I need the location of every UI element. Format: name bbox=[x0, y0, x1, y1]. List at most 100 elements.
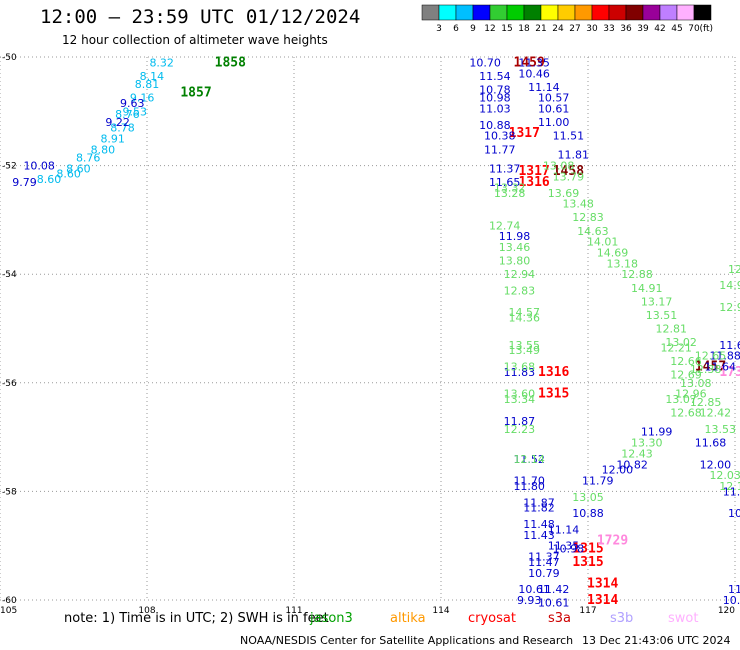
colorbar-tick-label: 30 bbox=[586, 24, 598, 34]
wave-height-point: 11.03 bbox=[479, 103, 511, 116]
colorbar-swatch bbox=[659, 4, 678, 21]
wave-height-point: 11.51 bbox=[553, 130, 585, 143]
colorbar-swatch bbox=[625, 4, 644, 21]
wave-height-point: 13.48 bbox=[562, 198, 594, 211]
colorbar-swatch bbox=[574, 4, 593, 21]
colorbar-swatch bbox=[472, 4, 491, 21]
wave-height-point: 14.92 bbox=[719, 279, 740, 292]
wave-height-point: 14.69 bbox=[597, 246, 629, 259]
wave-height-point: 9.16 bbox=[130, 92, 155, 105]
wave-height-point: 13.32 bbox=[494, 181, 526, 194]
wave-height-point: 10.78 bbox=[479, 84, 511, 97]
x-tick-label: 105 bbox=[0, 606, 17, 616]
footer-timestamp: 13 Dec 21:43:06 UTC 2024 bbox=[582, 634, 731, 647]
colorbar-swatch bbox=[438, 4, 457, 21]
wave-height-point: 12.23 bbox=[504, 423, 536, 436]
wave-height-point: 10.98 bbox=[479, 92, 511, 105]
wave-height-point: 11.52 bbox=[513, 453, 545, 466]
track-time-label: 1314 bbox=[587, 577, 618, 592]
data-points: 8.608.608.608.768.808.918.788.769.539.16… bbox=[12, 55, 740, 609]
track-time-label: 1317 bbox=[518, 164, 549, 179]
wave-height-point: 13.08 bbox=[543, 160, 575, 173]
x-tick-label: 108 bbox=[138, 606, 155, 616]
wave-height-point: 13.05 bbox=[572, 491, 604, 504]
wave-height-point: 10.38 bbox=[484, 130, 516, 143]
axis-ticks: 105 108 111 114 117 120 -50 -52 -54 -56 -58 -60 bbox=[0, 53, 735, 616]
wave-height-point: 10.79 bbox=[528, 567, 560, 580]
wave-height-point: 9.93 bbox=[517, 594, 542, 607]
wave-height-point: 13.08 bbox=[680, 377, 712, 390]
y-tick-label: -54 bbox=[2, 270, 17, 280]
wave-height-point: 11 bbox=[728, 583, 740, 596]
wave-height-point: 8.81 bbox=[135, 78, 160, 91]
wave-height-point: 10.0 bbox=[723, 594, 740, 607]
track-time-label: 1857 bbox=[180, 85, 211, 100]
wave-height-point: 13.34 bbox=[504, 393, 536, 406]
wave-height-point: 13.53 bbox=[705, 423, 737, 436]
wave-height-point: 11.35 bbox=[548, 540, 580, 553]
track-time-label: 1729 bbox=[597, 533, 628, 548]
chart-title: 12:00 — 23:59 UTC 01/12/2024 bbox=[40, 6, 361, 28]
wave-height-point: 13.68 bbox=[504, 361, 536, 374]
wave-height-point: 14.01 bbox=[587, 236, 619, 249]
satellite-legend-s3b: s3b bbox=[610, 611, 634, 626]
track-time-label: 1316 bbox=[518, 175, 549, 190]
x-tick-label: 114 bbox=[432, 606, 449, 616]
wave-height-point: 8.91 bbox=[100, 132, 125, 145]
track-time-label: 1316 bbox=[538, 365, 569, 380]
wave-height-point: 12.19 bbox=[719, 480, 740, 493]
wave-height-point: 11.87 bbox=[523, 496, 555, 509]
wave-height-point: 11.81 bbox=[558, 149, 590, 162]
colorbar-swatch bbox=[642, 4, 661, 21]
wave-height-point: 9.22 bbox=[105, 116, 130, 129]
wave-height-point: 11.35 bbox=[518, 56, 550, 69]
wave-height-point: 13.79 bbox=[553, 170, 585, 183]
colorbar-legend: 3 6 9 12 15 18 21 24 27 30 33 36 39 42 45 70 (ft) bbox=[421, 4, 713, 34]
wave-height-point: 11.82 bbox=[523, 502, 555, 515]
colorbar-tick-label: 18 bbox=[518, 24, 530, 34]
wave-height-point: 11.3 bbox=[723, 485, 740, 498]
wave-height-point: 10.61 bbox=[518, 583, 550, 596]
track-time-label: 1314 bbox=[587, 593, 618, 608]
satellite-legend-cryosat: cryosat bbox=[468, 611, 516, 626]
colorbar-swatch bbox=[506, 4, 525, 21]
track-time-label: 1315 bbox=[538, 387, 569, 402]
colorbar-tick-label: 39 bbox=[637, 24, 649, 34]
colorbar-tick-label: 42 bbox=[654, 24, 665, 34]
y-tick-label: -50 bbox=[2, 53, 17, 63]
wave-height-point: 12.85 bbox=[690, 396, 722, 409]
wave-height-point: 10.70 bbox=[469, 56, 501, 69]
wave-height-point: 10.61 bbox=[538, 597, 570, 610]
wave-height-point: 12.00 bbox=[602, 464, 634, 477]
y-tick-label: -56 bbox=[2, 379, 17, 389]
wave-height-point: 11.54 bbox=[479, 70, 511, 83]
wave-height-point: 13.18 bbox=[607, 257, 639, 270]
colorbar-tick-label: 45 bbox=[671, 24, 682, 34]
colorbar-unit-label: (ft) bbox=[699, 24, 713, 34]
wave-height-point: 9.79 bbox=[12, 176, 37, 189]
wave-height-point: 12.74 bbox=[489, 219, 521, 232]
wave-height-point: 8.76 bbox=[76, 151, 101, 164]
x-tick-label: 111 bbox=[285, 606, 302, 616]
wave-height-point: 11.64 bbox=[705, 361, 737, 374]
wave-height-point: 11.79 bbox=[582, 475, 614, 488]
satellite-legend-jason3: jason3 bbox=[310, 611, 353, 626]
wave-height-point: 10.61 bbox=[538, 103, 570, 116]
wave-height-point: 13.46 bbox=[499, 241, 531, 254]
wave-height-point: 12.81 bbox=[656, 323, 688, 336]
wave-height-point: 11.37 bbox=[528, 551, 560, 564]
wave-height-point: 12.83 bbox=[572, 211, 604, 224]
wave-height-point: 11.88 bbox=[709, 350, 740, 363]
colorbar-swatch bbox=[540, 4, 559, 21]
wave-height-point: 11.37 bbox=[489, 162, 521, 175]
wave-height-point: 11.69 bbox=[719, 339, 740, 352]
colorbar-swatch bbox=[455, 4, 474, 21]
track-time-label: 1730 bbox=[719, 365, 740, 380]
colorbar-tick-label: 24 bbox=[552, 24, 564, 34]
footer-note: note: 1) Time is in UTC; 2) SWH is in fe… bbox=[64, 611, 329, 626]
wave-height-point: 12.88 bbox=[621, 268, 653, 281]
y-tick-label: -60 bbox=[2, 596, 17, 606]
wave-height-point: 11.87 bbox=[504, 415, 536, 428]
wave-height-point: 12.00 bbox=[700, 458, 732, 471]
track-time-label: 1458 bbox=[553, 164, 584, 179]
